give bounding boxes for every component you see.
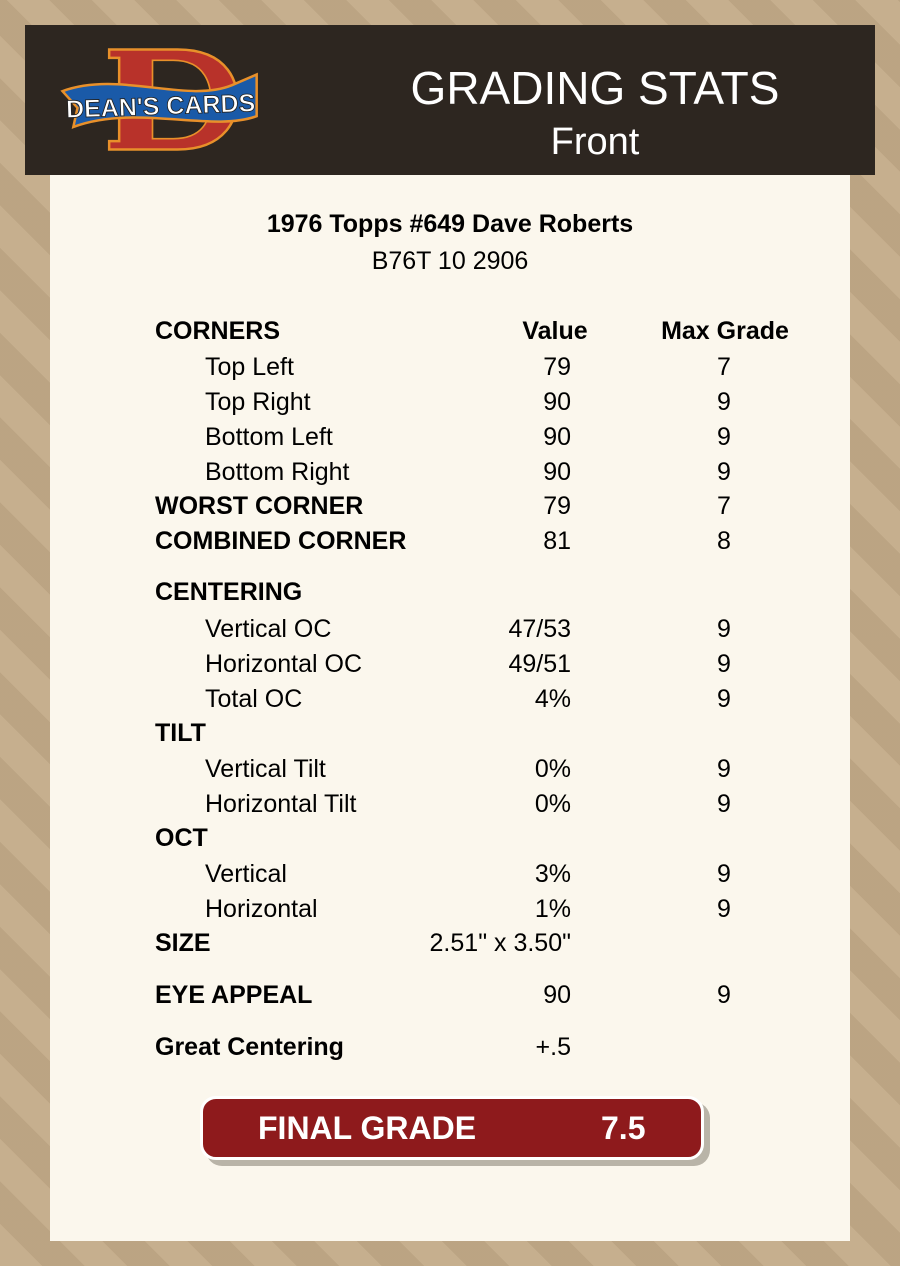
stat-max-grade: 8 <box>717 527 731 555</box>
stat-value: 47/53 <box>508 615 571 643</box>
stat-row: Vertical Tilt 0% 9 <box>0 754 900 784</box>
stat-row: Bottom Right 90 9 <box>0 457 900 487</box>
stat-value: +.5 <box>535 1033 571 1061</box>
stat-label: Vertical <box>205 860 287 888</box>
stat-row: OCT <box>0 823 900 853</box>
stat-value: 1% <box>534 895 571 923</box>
stat-value: 90 <box>543 981 571 1009</box>
stat-label: CENTERING <box>155 578 303 606</box>
stat-row: Horizontal Tilt 0% 9 <box>0 789 900 819</box>
stat-max-grade: 9 <box>717 423 731 451</box>
stat-label: EYE APPEAL <box>155 981 313 1009</box>
stat-max-grade: 9 <box>717 790 731 818</box>
stat-row: WORST CORNER 79 7 <box>0 491 900 521</box>
stat-label: Horizontal Tilt <box>205 790 357 818</box>
header-bar: DEAN'S CARDS GRADING STATS Front <box>25 25 875 175</box>
stat-label: Top Left <box>205 353 294 381</box>
stat-value: 81 <box>543 527 571 555</box>
max-grade-column-header: Max Grade <box>661 317 789 345</box>
stat-value: 49/51 <box>508 650 571 678</box>
svg-text:DEAN'S CARDS: DEAN'S CARDS <box>66 89 256 124</box>
stat-max-grade: 9 <box>717 650 731 678</box>
stat-value: 90 <box>543 458 571 486</box>
stat-value: 3% <box>534 860 571 888</box>
stat-value: 4% <box>534 685 571 713</box>
stat-row: CORNERS <box>0 316 900 346</box>
deans-cards-logo: DEAN'S CARDS <box>60 48 258 151</box>
final-grade-badge: FINAL GRADE 7.5 <box>200 1096 704 1160</box>
stat-value: 79 <box>543 353 571 381</box>
stat-row: Bottom Left 90 9 <box>0 422 900 452</box>
stat-label: CORNERS <box>155 317 281 345</box>
stat-value: 90 <box>543 423 571 451</box>
final-grade-label: FINAL GRADE <box>258 1110 477 1146</box>
stat-row: TILT <box>0 718 900 748</box>
stat-row: COMBINED CORNER 81 8 <box>0 526 900 556</box>
column-headers: Value Max Grade <box>0 316 900 346</box>
stat-label: TILT <box>155 719 206 747</box>
stat-row: SIZE 2.51" x 3.50" <box>0 928 900 958</box>
stat-label: Vertical OC <box>205 615 332 643</box>
stat-max-grade: 9 <box>717 895 731 923</box>
stat-max-grade: 9 <box>717 755 731 783</box>
stat-row: CENTERING <box>0 577 900 607</box>
stat-value: 0% <box>534 755 571 783</box>
card-code: B76T 10 2906 <box>371 247 529 275</box>
stat-value: 90 <box>543 388 571 416</box>
stat-label: Bottom Right <box>205 458 350 486</box>
stat-max-grade: 9 <box>717 615 731 643</box>
stat-label: SIZE <box>155 929 211 957</box>
stat-row: Horizontal 1% 9 <box>0 894 900 924</box>
stat-max-grade: 9 <box>717 458 731 486</box>
stat-row: Vertical 3% 9 <box>0 859 900 889</box>
stat-label: Horizontal OC <box>205 650 362 678</box>
stat-max-grade: 9 <box>717 981 731 1009</box>
stat-row: Top Left 79 7 <box>0 352 900 382</box>
stat-label: Top Right <box>205 388 311 416</box>
stat-max-grade: 9 <box>717 860 731 888</box>
stat-label: Vertical Tilt <box>205 755 326 783</box>
stat-label: Bottom Left <box>205 423 333 451</box>
stat-row: Vertical OC 47/53 9 <box>0 614 900 644</box>
card-name: 1976 Topps #649 Dave Roberts <box>266 210 634 238</box>
stat-max-grade: 9 <box>717 388 731 416</box>
stat-max-grade: 7 <box>717 492 731 520</box>
stat-row: Great Centering +.5 <box>0 1032 900 1062</box>
stat-label: Great Centering <box>155 1033 344 1061</box>
stat-row: EYE APPEAL 90 9 <box>0 980 900 1010</box>
stat-value: 79 <box>543 492 571 520</box>
stat-row: Horizontal OC 49/51 9 <box>0 649 900 679</box>
stat-label: WORST CORNER <box>155 492 364 520</box>
stat-row: Total OC 4% 9 <box>0 684 900 714</box>
final-grade-value: 7.5 <box>601 1110 646 1146</box>
stat-label: Horizontal <box>205 895 318 923</box>
stat-value: 0% <box>534 790 571 818</box>
stat-label: COMBINED CORNER <box>155 527 407 555</box>
stats-panel <box>50 175 850 1241</box>
stat-label: OCT <box>155 824 208 852</box>
stat-label: Total OC <box>205 685 303 713</box>
stat-row: Top Right 90 9 <box>0 387 900 417</box>
value-column-header: Value <box>522 317 588 345</box>
stat-max-grade: 7 <box>717 353 731 381</box>
stat-max-grade: 9 <box>717 685 731 713</box>
page-title: GRADING STATS <box>410 62 780 114</box>
page-subtitle: Front <box>550 121 640 163</box>
stat-value: 2.51" x 3.50" <box>429 929 571 957</box>
